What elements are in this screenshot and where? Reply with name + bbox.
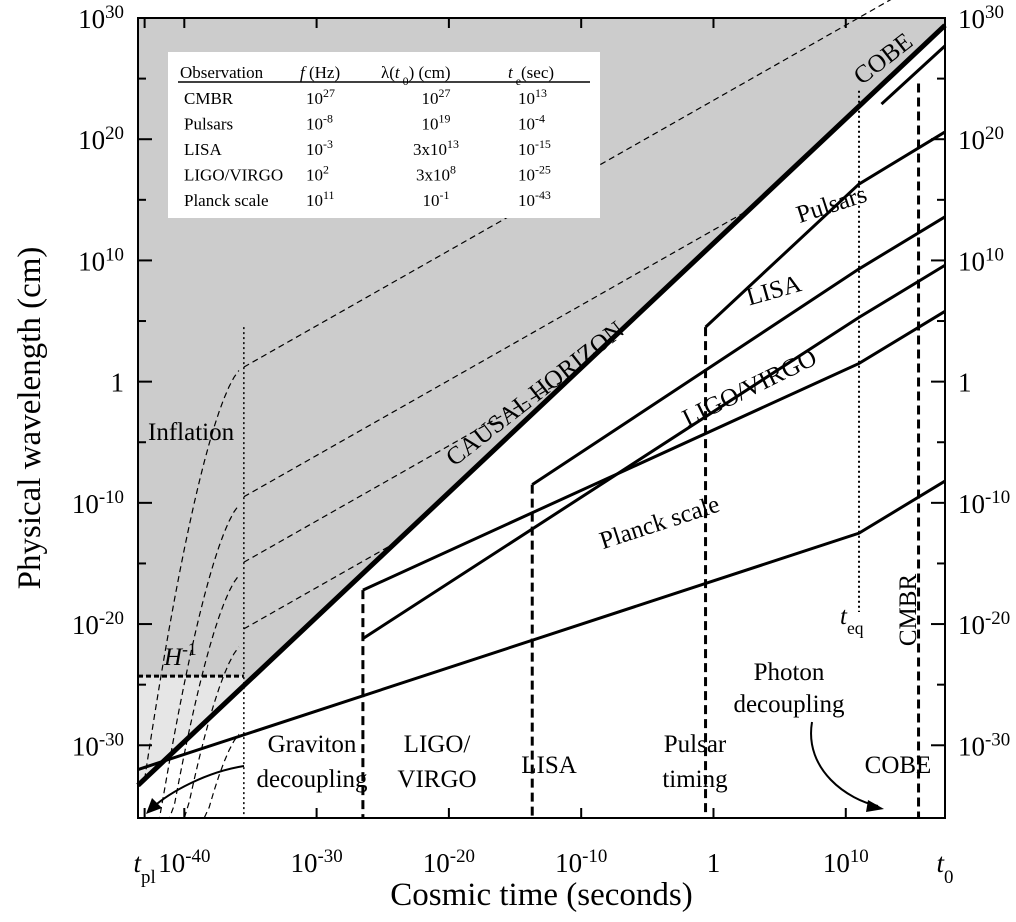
table-cell: 1013 bbox=[518, 86, 547, 108]
cmbr-label: CMBR bbox=[895, 574, 922, 647]
table-cell: 102 bbox=[306, 163, 329, 185]
x-tick-label: 10-30 bbox=[291, 846, 343, 879]
inflation-dashed-curve bbox=[144, 504, 240, 819]
graviton-decoupling-arrow bbox=[151, 765, 245, 809]
table-cell: CMBR bbox=[184, 89, 234, 108]
table-cell: Pulsars bbox=[184, 115, 233, 134]
table-cell: 1027 bbox=[306, 86, 335, 108]
table-header: λ(t 0) (cm) bbox=[381, 63, 451, 88]
y-tick-label-left: 10-10 bbox=[72, 486, 124, 519]
y-tick-label-left: 10-30 bbox=[72, 729, 124, 762]
series-label: LISA bbox=[744, 270, 805, 311]
horizon-crossing-dashed-line bbox=[243, 373, 575, 563]
table-header: t e(sec) bbox=[508, 63, 554, 88]
t-eq-label: teq bbox=[840, 603, 864, 638]
table-cell: 1027 bbox=[422, 86, 451, 108]
table-cell: 3x108 bbox=[416, 163, 456, 185]
photon-decoupling-label: decoupling bbox=[733, 691, 845, 718]
x-tick-label: 10-20 bbox=[423, 846, 475, 879]
x-tick-label: 1010 bbox=[823, 846, 869, 879]
y-tick-label-right: 1030 bbox=[958, 2, 1004, 35]
region-label: Pulsar bbox=[664, 731, 727, 758]
table-cell: 10-15 bbox=[518, 137, 551, 159]
x-tick-label: t0 bbox=[937, 848, 954, 888]
planck-scale-line bbox=[137, 479, 946, 771]
hubble-label: H-1 bbox=[163, 639, 197, 671]
table-cell: Planck scale bbox=[184, 191, 269, 210]
x-tick-label: 1 bbox=[707, 848, 721, 878]
x-axis-label: Cosmic time (seconds) bbox=[390, 877, 692, 913]
y-tick-label-right: 1020 bbox=[958, 123, 1004, 156]
table-cell: 10-25 bbox=[518, 163, 551, 185]
y-tick-label-right: 10-10 bbox=[958, 486, 1010, 519]
y-tick-label-left: 1030 bbox=[78, 2, 124, 35]
region-label: decoupling bbox=[256, 766, 368, 793]
table-cell: 10-43 bbox=[518, 188, 551, 210]
y-tick-label-left: 1010 bbox=[78, 244, 124, 277]
table-cell: 10-1 bbox=[423, 188, 450, 210]
photon-decoupling-label: Photon bbox=[754, 659, 825, 686]
series-cobe-line bbox=[880, 44, 947, 106]
causal-horizon-line bbox=[136, 23, 947, 788]
region-label: COBE bbox=[865, 752, 932, 779]
table-cell: 3x1013 bbox=[413, 137, 459, 159]
y-axis-label: Physical wavelength (cm) bbox=[12, 247, 48, 590]
region-label: LIGO/ bbox=[404, 731, 471, 758]
region-label: Graviton bbox=[268, 731, 357, 758]
x-tick-label: 10-40 bbox=[158, 846, 210, 879]
y-tick-label-right: 1 bbox=[958, 368, 972, 398]
table-header: Observation bbox=[180, 63, 264, 82]
horizon-crossing-dashed-line bbox=[243, 0, 892, 368]
photon-decoupling-arrowhead bbox=[866, 800, 884, 812]
series-label: Planck scale bbox=[596, 491, 723, 555]
y-tick-label-right: 10-20 bbox=[958, 608, 1010, 641]
ligo-virgo-line-lower bbox=[362, 310, 946, 592]
table-cell: LISA bbox=[184, 140, 223, 159]
region-label: LISA bbox=[521, 752, 577, 779]
table-cell: 10-4 bbox=[518, 112, 545, 134]
region-label: VIRGO bbox=[397, 766, 476, 793]
inflation-dashed-curve bbox=[144, 370, 240, 780]
table-cell: 10-3 bbox=[306, 137, 333, 159]
table-cell: 1019 bbox=[422, 112, 451, 134]
plot-frame bbox=[137, 17, 946, 819]
table-cell: 10-8 bbox=[306, 112, 333, 134]
x-tick-label: tpl bbox=[134, 848, 156, 888]
series-label: LIGO/VIRGO bbox=[678, 344, 821, 432]
table-background bbox=[168, 52, 600, 218]
y-tick-label-left: 10-20 bbox=[72, 608, 124, 641]
y-tick-label-left: 1020 bbox=[78, 123, 124, 156]
y-tick-label-right: 10-30 bbox=[958, 729, 1010, 762]
inflation-label: Inflation bbox=[148, 419, 235, 446]
table-header: f (Hz) bbox=[300, 63, 340, 82]
horizon-crossing-dashed-line bbox=[243, 209, 750, 498]
inflation-dashed-curve bbox=[144, 733, 240, 819]
x-tick-label: 10-10 bbox=[555, 846, 607, 879]
graviton-decoupling-arrowhead bbox=[146, 798, 162, 814]
series-lisa-line bbox=[531, 215, 946, 486]
y-tick-label-left: 1 bbox=[111, 368, 125, 398]
series-pulsars-line bbox=[704, 130, 946, 329]
region-label: timing bbox=[662, 766, 728, 793]
table-cell: LIGO/VIRGO bbox=[184, 166, 283, 185]
y-tick-label-right: 1010 bbox=[958, 244, 1004, 277]
table-cell: 1011 bbox=[306, 188, 335, 210]
